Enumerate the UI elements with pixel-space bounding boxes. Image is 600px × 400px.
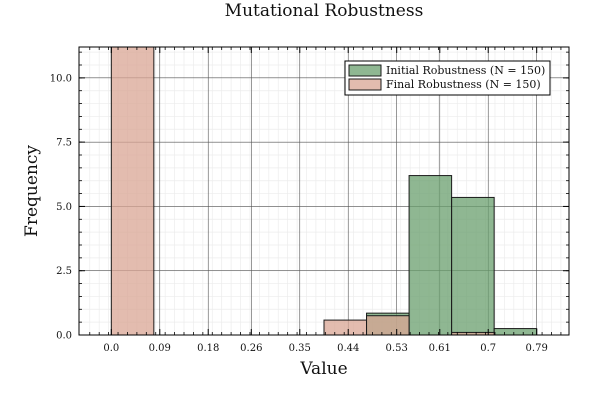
chart-title: Mutational Robustness (225, 1, 424, 21)
y-tick-label: 7.5 (56, 138, 72, 149)
bar-series1-bin9 (451, 196, 495, 336)
x-tick-label: 0.35 (289, 343, 311, 354)
bar-series1-bin8 (408, 175, 453, 336)
x-tick-label: 0.61 (429, 343, 451, 354)
x-tick-label: 0.44 (337, 343, 359, 354)
x-tick-label: 0.79 (526, 343, 548, 354)
plot-area: 0.0 2.5 5.0 7.5 10.0 0.0 0.09 0.18 0.26 0.35 0.44 0… (50, 46, 570, 354)
y-tick-label: 2.5 (56, 266, 72, 277)
x-tick-label: 0.7 (480, 343, 496, 354)
y-tick-label: 0.0 (56, 331, 72, 342)
y-tick-label: 5.0 (56, 202, 72, 213)
legend-label-series2: Final Robustness (N = 150) (386, 78, 541, 91)
x-tick-label: 0.09 (149, 343, 171, 354)
x-tick-label: 0.26 (240, 343, 262, 354)
bar-series1-bin10 (493, 328, 538, 336)
x-tick-label: 0.18 (197, 343, 219, 354)
legend-label-series1: Initial Robustness (N = 150) (386, 64, 545, 77)
plot-frame (78, 46, 570, 336)
x-axis-label: Value (299, 359, 347, 379)
bar-series2-bin1 (110, 46, 155, 336)
x-tick-label: 0.0 (103, 343, 119, 354)
y-axis-label: Frequency (22, 145, 42, 237)
y-tick-label: 10.0 (50, 73, 72, 84)
bar-series2-bin7 (366, 315, 410, 336)
bar-series2-bin6 (323, 319, 368, 336)
legend-swatch-series1 (348, 64, 382, 77)
legend: Initial Robustness (N = 150)Final Robust… (344, 60, 551, 96)
legend-swatch-series2 (348, 78, 382, 91)
x-tick-label: 0.53 (386, 343, 408, 354)
